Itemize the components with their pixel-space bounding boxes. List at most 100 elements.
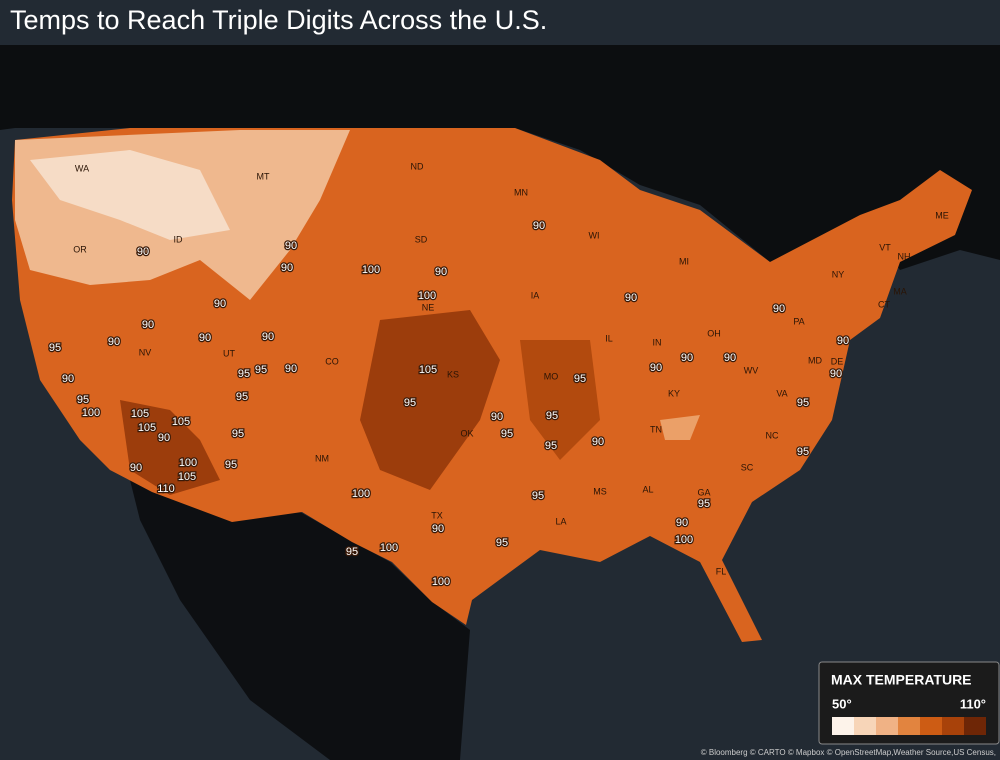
contour-label: 90 [432, 523, 444, 535]
contour-label: 95 [236, 391, 248, 403]
state-label: MO [544, 371, 559, 381]
contour-label: 95 [501, 428, 513, 440]
contour-label: 95 [238, 368, 250, 380]
legend: MAX TEMPERATURE 50° 110° [818, 661, 1000, 745]
state-label: PA [793, 316, 804, 326]
contour-label: 95 [49, 342, 61, 354]
state-label: NH [898, 251, 911, 261]
contour-label: 90 [773, 303, 785, 315]
contour-label: 90 [142, 319, 154, 331]
contour-label: 90 [837, 335, 849, 347]
state-label: VA [776, 388, 787, 398]
contour-label: 90 [491, 411, 503, 423]
state-label: MN [514, 187, 528, 197]
contour-label: 90 [281, 262, 293, 274]
state-label: WV [744, 365, 759, 375]
contour-label: 90 [676, 517, 688, 529]
contour-label: 90 [650, 362, 662, 374]
legend-min: 50° [832, 696, 852, 711]
state-label: CT [878, 299, 890, 309]
contour-label: 105 [138, 422, 156, 434]
contour-label: 90 [830, 368, 842, 380]
state-label: IL [605, 333, 613, 343]
contour-label: 95 [797, 446, 809, 458]
contour-label: 100 [418, 290, 436, 302]
contour-label: 95 [346, 546, 358, 558]
legend-swatch [854, 717, 876, 735]
state-label: MI [679, 256, 689, 266]
contour-label: 95 [545, 440, 557, 452]
legend-swatch [942, 717, 964, 735]
state-label: KS [447, 369, 459, 379]
contour-label: 90 [533, 220, 545, 232]
contour-label: 90 [62, 373, 74, 385]
contour-label: 90 [625, 292, 637, 304]
contour-label: 105 [131, 408, 149, 420]
contour-label: 90 [108, 336, 120, 348]
state-label: FL [716, 566, 727, 576]
legend-swatch [832, 717, 854, 735]
contour-label: 95 [496, 537, 508, 549]
contour-label: 90 [285, 363, 297, 375]
state-label: MT [257, 171, 270, 181]
contour-label: 105 [172, 416, 190, 428]
state-label: IA [531, 290, 540, 300]
contour-label: 100 [675, 534, 693, 546]
state-label: MD [808, 355, 822, 365]
hot-region [360, 310, 500, 490]
hot-region [120, 400, 220, 495]
contour-label: 100 [380, 542, 398, 554]
contour-label: 100 [362, 264, 380, 276]
state-label: IN [653, 337, 662, 347]
contour-label: 90 [130, 462, 142, 474]
state-label: MA [893, 286, 907, 296]
coolest-region [30, 150, 230, 240]
contour-label: 95 [574, 373, 586, 385]
state-label: UT [223, 348, 235, 358]
state-label: NY [832, 269, 845, 279]
hot-region [520, 340, 600, 460]
state-label: LA [555, 516, 566, 526]
contour-label: 90 [262, 331, 274, 343]
title: Temps to Reach Triple Digits Across the … [10, 5, 547, 35]
state-label: TN [650, 424, 662, 434]
contour-label: 90 [199, 332, 211, 344]
contour-label: 105 [419, 364, 437, 376]
contour-label: 90 [285, 240, 297, 252]
attribution: © Bloomberg © CARTO © Mapbox © OpenStree… [701, 748, 996, 757]
contour-label: 95 [532, 490, 544, 502]
contour-label: 90 [724, 352, 736, 364]
legend-swatch [876, 717, 898, 735]
contour-label: 90 [137, 246, 149, 258]
contour-label: 95 [77, 394, 89, 406]
contour-label: 95 [225, 459, 237, 471]
contour-label: 90 [592, 436, 604, 448]
state-label: SC [741, 462, 754, 472]
state-label: NM [315, 453, 329, 463]
state-label: OH [707, 328, 721, 338]
contour-label: 95 [797, 397, 809, 409]
state-label: ID [174, 234, 184, 244]
legend-title: MAX TEMPERATURE [831, 672, 972, 688]
state-label: WI [589, 230, 600, 240]
state-label: GA [697, 487, 710, 497]
state-label: DE [831, 356, 844, 366]
state-label: NV [139, 347, 152, 357]
contour-label: 95 [255, 364, 267, 376]
legend-max: 110° [960, 696, 986, 711]
state-label: AL [642, 484, 653, 494]
state-label: TX [431, 510, 443, 520]
state-label: KY [668, 388, 680, 398]
contour-label: 95 [404, 397, 416, 409]
contour-label: 95 [546, 410, 558, 422]
contour-label: 90 [158, 432, 170, 444]
contour-label: 100 [432, 576, 450, 588]
state-label: MS [593, 486, 607, 496]
state-label: ND [411, 161, 424, 171]
canada [0, 45, 1000, 270]
contour-label: 105 [178, 471, 196, 483]
state-label: OR [73, 244, 87, 254]
cool-region [660, 415, 700, 440]
state-label: CO [325, 356, 339, 366]
state-label: NC [766, 430, 779, 440]
